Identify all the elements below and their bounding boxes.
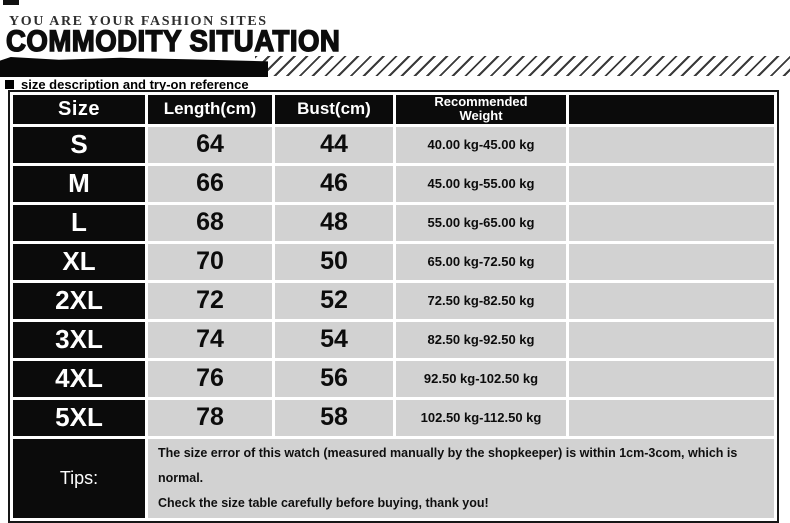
banner-decoration-band: [0, 55, 790, 79]
length-cell: 78: [148, 399, 272, 436]
section-heading: size description and try-on reference: [5, 77, 249, 92]
empty-cell: [569, 243, 774, 280]
table-row: 5XL 78 58 102.50 kg-112.50 kg: [13, 399, 774, 436]
empty-cell: [569, 282, 774, 319]
square-bullet-icon: [5, 80, 14, 89]
size-cell: M: [13, 165, 145, 202]
weight-cell: 65.00 kg-72.50 kg: [396, 243, 566, 280]
empty-cell: [569, 126, 774, 163]
size-cell: 2XL: [13, 282, 145, 319]
length-cell: 74: [148, 321, 272, 358]
table-row: S 64 44 40.00 kg-45.00 kg: [13, 126, 774, 163]
size-cell: XL: [13, 243, 145, 280]
bust-cell: 56: [275, 360, 393, 397]
corner-mark-decoration: [3, 0, 19, 5]
size-cell: S: [13, 126, 145, 163]
bust-cell: 52: [275, 282, 393, 319]
weight-cell: 72.50 kg-82.50 kg: [396, 282, 566, 319]
size-chart-table: Size Length(cm) Bust(cm) Recommended Wei…: [8, 90, 779, 523]
tips-label-cell: Tips:: [13, 438, 145, 518]
empty-cell: [569, 399, 774, 436]
table-row: M 66 46 45.00 kg-55.00 kg: [13, 165, 774, 202]
weight-cell: 40.00 kg-45.00 kg: [396, 126, 566, 163]
header-bust: Bust(cm): [275, 95, 393, 124]
length-cell: 66: [148, 165, 272, 202]
table-row: 4XL 76 56 92.50 kg-102.50 kg: [13, 360, 774, 397]
tips-line-1: The size error of this watch (measured m…: [158, 445, 738, 485]
header-empty: [569, 95, 774, 124]
section-heading-label: size description and try-on reference: [21, 77, 249, 92]
weight-cell: 55.00 kg-65.00 kg: [396, 204, 566, 241]
weight-cell: 45.00 kg-55.00 kg: [396, 165, 566, 202]
table-row: 2XL 72 52 72.50 kg-82.50 kg: [13, 282, 774, 319]
length-cell: 64: [148, 126, 272, 163]
table-row: 3XL 74 54 82.50 kg-92.50 kg: [13, 321, 774, 358]
length-cell: 70: [148, 243, 272, 280]
table-header-row: Size Length(cm) Bust(cm) Recommended Wei…: [13, 95, 774, 124]
size-cell: 4XL: [13, 360, 145, 397]
bust-cell: 44: [275, 126, 393, 163]
empty-cell: [569, 204, 774, 241]
empty-cell: [569, 360, 774, 397]
header-size: Size: [13, 95, 145, 124]
table-row: L 68 48 55.00 kg-65.00 kg: [13, 204, 774, 241]
tips-line-2: Check the size table carefully before bu…: [158, 495, 489, 510]
size-cell: 3XL: [13, 321, 145, 358]
tips-content-cell: The size error of this watch (measured m…: [148, 438, 774, 518]
site-tagline: YOU ARE YOUR FASHION SITES: [9, 14, 268, 29]
bust-cell: 54: [275, 321, 393, 358]
page-title: COMMODITY SITUATION: [5, 25, 341, 58]
bust-cell: 46: [275, 165, 393, 202]
length-cell: 68: [148, 204, 272, 241]
bust-cell: 48: [275, 204, 393, 241]
empty-cell: [569, 165, 774, 202]
header-recommended-weight: Recommended Weight: [396, 95, 566, 124]
length-cell: 72: [148, 282, 272, 319]
length-cell: 76: [148, 360, 272, 397]
size-cell: L: [13, 204, 145, 241]
tips-row: Tips: The size error of this watch (meas…: [13, 438, 774, 518]
bust-cell: 50: [275, 243, 393, 280]
weight-cell: 92.50 kg-102.50 kg: [396, 360, 566, 397]
brush-stroke-decoration: [0, 57, 268, 77]
diagonal-stripes-decoration: [255, 56, 790, 76]
table-row: XL 70 50 65.00 kg-72.50 kg: [13, 243, 774, 280]
header-length: Length(cm): [148, 95, 272, 124]
size-cell: 5XL: [13, 399, 145, 436]
empty-cell: [569, 321, 774, 358]
weight-cell: 82.50 kg-92.50 kg: [396, 321, 566, 358]
weight-cell: 102.50 kg-112.50 kg: [396, 399, 566, 436]
bust-cell: 58: [275, 399, 393, 436]
